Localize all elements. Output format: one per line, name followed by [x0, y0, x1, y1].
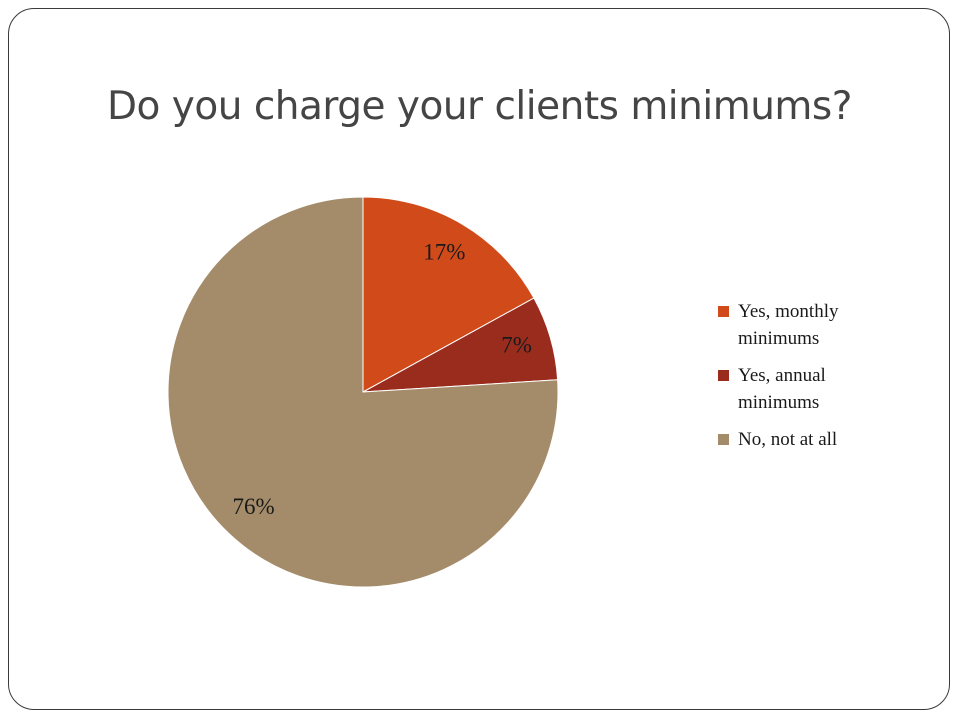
legend-swatch: [718, 306, 729, 317]
legend-label: Yes, annual minimums: [738, 365, 826, 413]
legend-swatch: [718, 370, 729, 381]
data-label: 17%: [423, 240, 465, 265]
data-label: 76%: [232, 494, 274, 519]
legend-label: Yes, monthly minimums: [738, 301, 839, 349]
legend-entry: Yes, annual minimums: [718, 362, 868, 416]
legend-swatch: [718, 434, 729, 445]
legend: Yes, monthly minimums Yes, annual minimum…: [718, 298, 868, 463]
chart-title: Do you charge your clients minimums?: [107, 84, 852, 129]
legend-entry: Yes, monthly minimums: [718, 298, 868, 352]
data-label: 7%: [501, 333, 532, 358]
legend-label: No, not at all: [738, 429, 838, 450]
pie-slice: [362, 196, 535, 393]
legend-entry: No, not at all: [718, 426, 868, 453]
pie-slice: [167, 196, 559, 588]
